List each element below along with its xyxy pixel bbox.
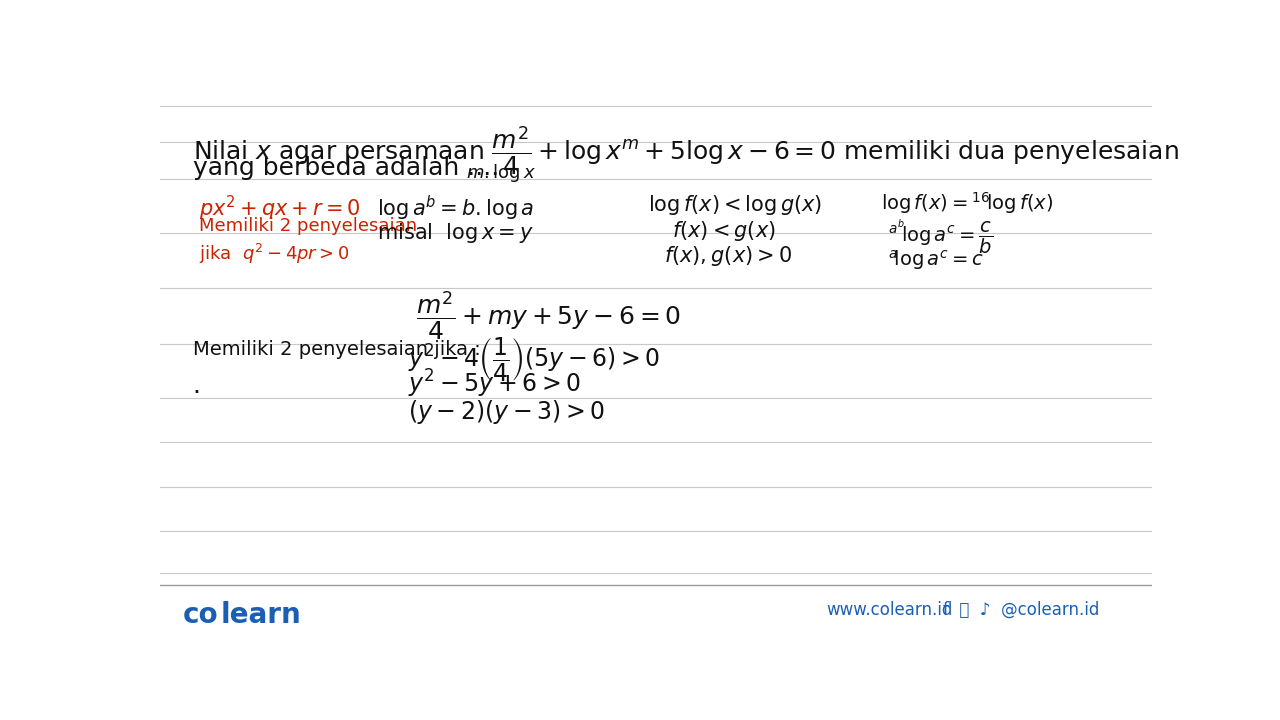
Text: co: co <box>183 600 219 629</box>
Text: $f(x) < g(x)$: $f(x) < g(x)$ <box>672 219 776 243</box>
Text: $\dfrac{m^2}{4} + my + 5y - 6 = 0$: $\dfrac{m^2}{4} + my + 5y - 6 = 0$ <box>416 290 681 343</box>
Text: learn: learn <box>220 600 301 629</box>
Text: ${}^{a}\!\log a^c = c$: ${}^{a}\!\log a^c = c$ <box>888 248 984 272</box>
Text: $\log f(x) = {}^{16}\!\log f(x)$: $\log f(x) = {}^{16}\!\log f(x)$ <box>881 190 1053 216</box>
Text: $\log f(x) < \log g(x)$: $\log f(x) < \log g(x)$ <box>648 193 822 217</box>
Text: $px^2+qx+r=0$: $px^2+qx+r=0$ <box>198 194 360 223</box>
Text: jika  $q^2-4pr>0$: jika $q^2-4pr>0$ <box>198 242 349 266</box>
Text: Memiliki 2 penyelesaian jika :: Memiliki 2 penyelesaian jika : <box>192 341 480 359</box>
Text: $y^2 - 4\left(\dfrac{1}{4}\right)(5y-6) > 0$: $y^2 - 4\left(\dfrac{1}{4}\right)(5y-6) … <box>408 335 660 383</box>
Text: Nilai $\mathit{x}$ agar persamaan $\dfrac{m^2}{4} + \log x^m + 5\log x - 6 = 0$ : Nilai $\mathit{x}$ agar persamaan $\dfra… <box>192 125 1179 178</box>
Text: misal  $\log x = y$: misal $\log x = y$ <box>378 221 534 245</box>
Text: $m.\log x$: $m.\log x$ <box>466 162 536 184</box>
Text: $(y-2)(y-3) > 0$: $(y-2)(y-3) > 0$ <box>408 398 605 426</box>
Text: ${}^{a^b}\!\log a^c = \dfrac{c}{b}$: ${}^{a^b}\!\log a^c = \dfrac{c}{b}$ <box>888 219 993 258</box>
Text: $y^2 - 5y + 6 > 0$: $y^2 - 5y + 6 > 0$ <box>408 367 581 400</box>
Text: $\log a^b = b.\log a$: $\log a^b = b.\log a$ <box>378 194 534 223</box>
Text: $f(x), g(x) > 0$: $f(x), g(x) > 0$ <box>664 244 792 269</box>
Text: www.colearn.id: www.colearn.id <box>827 600 952 618</box>
Text: yang berbeda adalah ....: yang berbeda adalah .... <box>192 156 499 180</box>
Text: Memiliki 2 penyelesaian: Memiliki 2 penyelesaian <box>198 217 417 235</box>
Text: f  ⓞ  ♪  @colearn.id: f ⓞ ♪ @colearn.id <box>943 600 1100 618</box>
Text: .: . <box>192 374 201 397</box>
